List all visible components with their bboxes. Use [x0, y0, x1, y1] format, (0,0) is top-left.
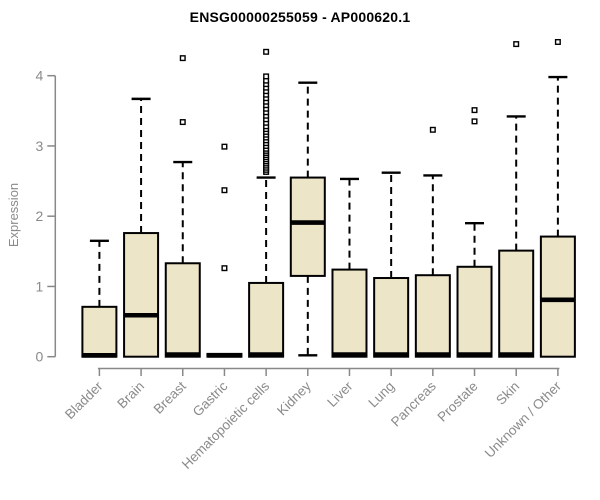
iqr-box: [331, 268, 368, 358]
box-kidney: [289, 81, 326, 357]
iqr-box: [373, 277, 410, 358]
outlier-point: [179, 55, 186, 62]
box-bladder: [81, 239, 118, 358]
x-tick-label: Gastric: [190, 378, 231, 419]
outlier-point: [513, 41, 520, 48]
outlier-point: [179, 119, 186, 126]
y-tick-label: 1: [36, 278, 44, 294]
y-tick-label: 3: [36, 138, 44, 154]
iqr-box: [248, 281, 285, 358]
iqr-box: [81, 305, 118, 358]
box-breast: [164, 55, 201, 358]
x-tick-label: Prostate: [434, 379, 480, 425]
x-tick-label: Liver: [324, 378, 356, 410]
x-tick-label: Pancreas: [388, 378, 439, 429]
x-tick-label: Lung: [365, 379, 397, 411]
box-lung: [373, 171, 410, 358]
iqr-box: [498, 249, 535, 358]
box-brain: [123, 97, 160, 358]
x-tick-label: Breast: [151, 378, 189, 416]
box-gastric: [206, 143, 243, 358]
x-tick-label: Skin: [493, 379, 522, 408]
outlier-point: [221, 265, 228, 272]
x-tick-label: Brain: [114, 379, 147, 412]
iqr-box: [456, 265, 493, 358]
box-liver: [331, 177, 368, 358]
iqr-box: [164, 262, 201, 358]
x-tick-label: Kidney: [274, 378, 314, 418]
outlier-point: [554, 38, 561, 45]
box-unknown-other: [539, 38, 576, 358]
y-tick-label: 4: [36, 68, 44, 84]
outlier-point: [263, 48, 270, 55]
x-tick-label: Bladder: [62, 378, 106, 422]
outlier-point: [471, 107, 478, 114]
outlier-point: [263, 73, 270, 80]
box-prostate: [456, 107, 493, 358]
y-tick-label: 0: [36, 349, 44, 365]
iqr-box: [414, 274, 451, 358]
iqr-box: [123, 232, 160, 358]
iqr-box: [539, 235, 576, 358]
box-skin: [498, 41, 535, 358]
y-tick-label: 2: [36, 208, 44, 224]
outlier-point: [471, 118, 478, 125]
outlier-point: [221, 187, 228, 194]
iqr-box: [289, 176, 326, 277]
outlier-point: [221, 143, 228, 150]
box-hematopoietic-cells: [248, 48, 285, 358]
x-tick-label: Unknown / Other: [482, 378, 565, 461]
box-pancreas: [414, 126, 451, 358]
outlier-point: [429, 126, 436, 133]
chart-title: ENSG00000255059 - AP000620.1: [189, 9, 411, 25]
